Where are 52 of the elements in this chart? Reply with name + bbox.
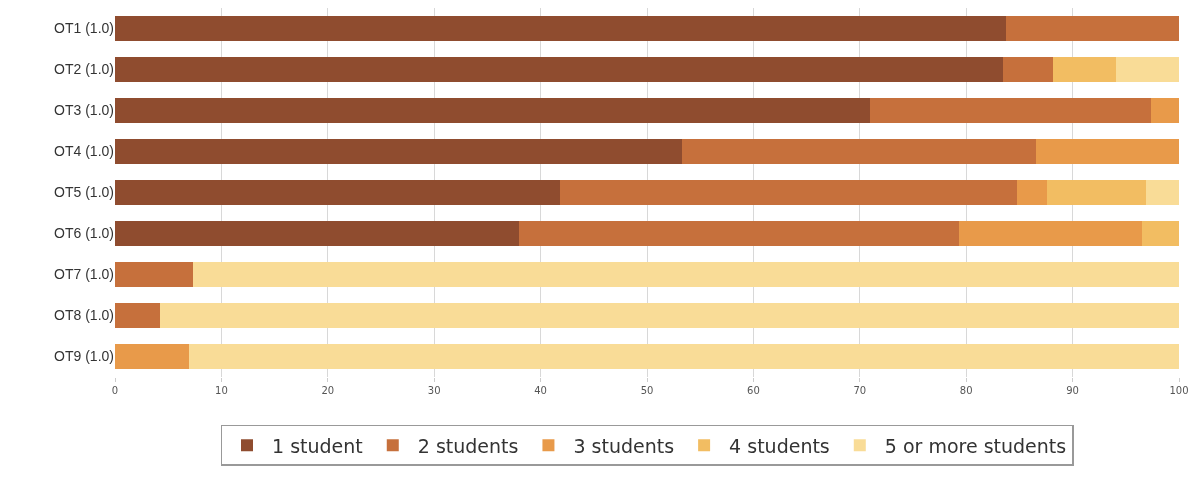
bar bbox=[115, 97, 871, 124]
legend-label: 4 students bbox=[729, 434, 830, 457]
bar bbox=[1005, 15, 1179, 42]
bar bbox=[559, 179, 1018, 206]
bar bbox=[159, 302, 1179, 329]
y-tick-label: OT6 (1.0) bbox=[54, 225, 114, 242]
y-tick-label: OT7 (1.0) bbox=[54, 266, 114, 283]
x-tick-label: 0 bbox=[111, 385, 119, 396]
bar bbox=[1141, 220, 1179, 247]
x-tick-label: 50 bbox=[640, 385, 654, 396]
bar bbox=[115, 261, 193, 288]
legend-label: 1 student bbox=[272, 434, 363, 457]
bar bbox=[1017, 179, 1048, 206]
x-tick-label: 10 bbox=[215, 385, 228, 396]
bar bbox=[115, 56, 1004, 83]
y-tick-label: OT5 (1.0) bbox=[54, 184, 114, 201]
bar bbox=[1151, 97, 1179, 124]
legend-label: 5 or more students bbox=[884, 434, 1067, 457]
bar bbox=[115, 302, 160, 329]
bar bbox=[682, 138, 1037, 165]
x-tick-label: 70 bbox=[853, 385, 867, 396]
bar bbox=[1146, 179, 1179, 206]
bar bbox=[189, 343, 1179, 370]
bar bbox=[1053, 56, 1117, 83]
bar bbox=[115, 15, 1006, 42]
y-tick-label: OT3 (1.0) bbox=[54, 102, 114, 119]
bar bbox=[1047, 179, 1147, 206]
y-tick-label: OT2 (1.0) bbox=[54, 61, 114, 78]
y-tick-label: OT1 (1.0) bbox=[54, 20, 114, 37]
x-tick-label: 100 bbox=[1169, 385, 1189, 396]
bar bbox=[958, 220, 1142, 247]
y-tick-label: OT4 (1.0) bbox=[54, 143, 114, 160]
bar bbox=[115, 220, 520, 247]
y-tick-label: OT8 (1.0) bbox=[54, 307, 114, 324]
x-tick-label: 30 bbox=[427, 385, 441, 396]
bar bbox=[115, 138, 683, 165]
legend-label: 3 students bbox=[573, 434, 675, 457]
x-tick-label: 90 bbox=[1066, 385, 1079, 396]
bar bbox=[1116, 56, 1179, 83]
bar bbox=[115, 179, 560, 206]
bar bbox=[192, 261, 1179, 288]
bar bbox=[1003, 56, 1054, 83]
x-tick-label: 20 bbox=[321, 385, 335, 396]
x-tick-label: 80 bbox=[959, 385, 973, 396]
legend-label: 2 students bbox=[417, 434, 519, 457]
y-tick-label: OT9 (1.0) bbox=[54, 348, 114, 365]
bar bbox=[870, 97, 1152, 124]
bar bbox=[519, 220, 959, 247]
bar bbox=[1036, 138, 1179, 165]
x-tick-label: 60 bbox=[747, 385, 760, 396]
bar bbox=[115, 343, 190, 370]
x-tick-label: 40 bbox=[534, 385, 547, 396]
